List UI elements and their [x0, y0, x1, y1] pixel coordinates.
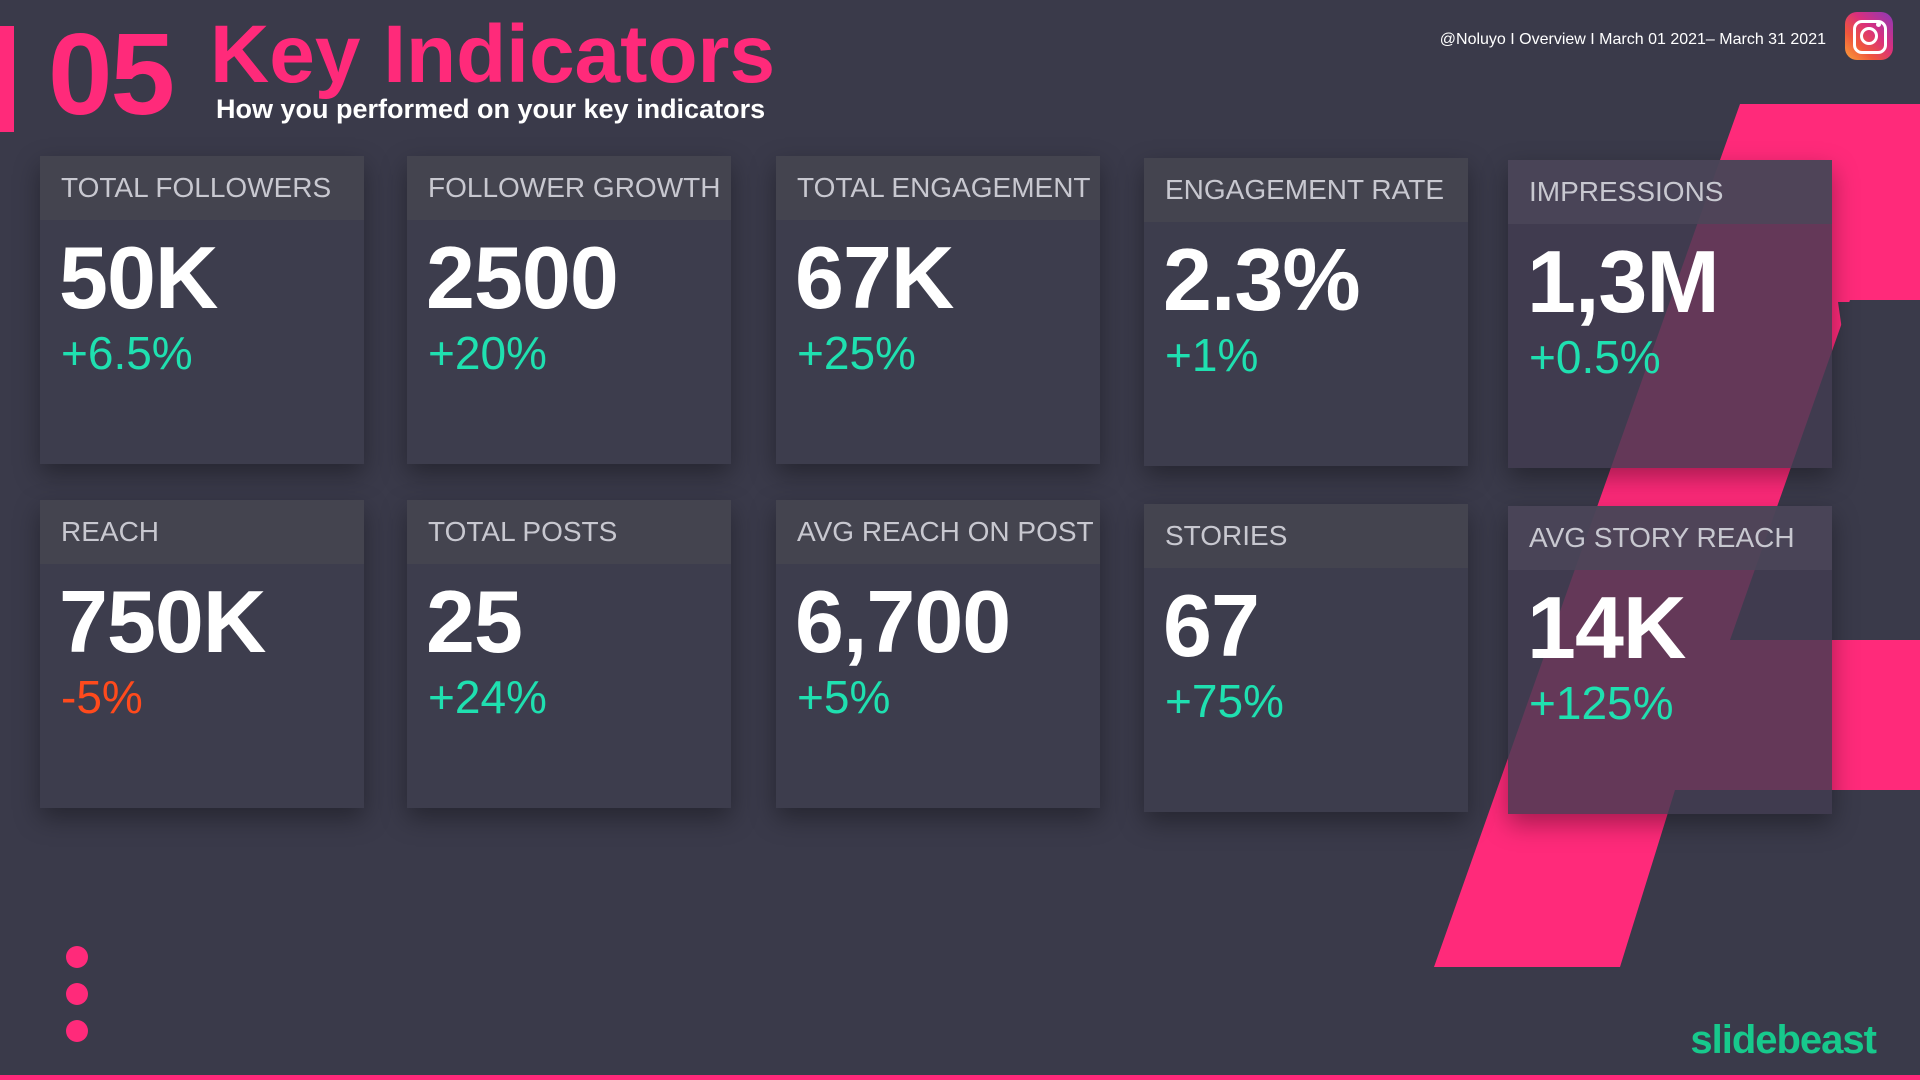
- metric-card-header: [1144, 504, 1468, 568]
- metric-label: REACH: [61, 516, 160, 547]
- metric-card-avg-reach-on-post: AVG REACH ON POST 6,700 +5%: [776, 500, 1100, 808]
- footer-accent-line: [0, 1075, 1920, 1080]
- instagram-icon: [1845, 12, 1893, 60]
- section-number: 05: [48, 9, 175, 139]
- metric-change: +20%: [428, 327, 547, 379]
- page-subtitle: How you performed on your key indicators: [216, 94, 766, 124]
- metric-label: IMPRESSIONS: [1529, 176, 1724, 207]
- page-title: Key Indicators: [210, 9, 776, 100]
- more-options-icon[interactable]: [66, 946, 88, 1057]
- metric-card-follower-growth: FOLLOWER GROWTH 2500 +20%: [407, 156, 731, 464]
- metric-value: 25: [426, 572, 523, 671]
- metric-label: ENGAGEMENT RATE: [1165, 174, 1445, 205]
- metric-card-header: [40, 500, 364, 564]
- metric-label: TOTAL ENGAGEMENT: [797, 172, 1091, 203]
- metric-change: -5%: [61, 671, 143, 723]
- metric-change: +125%: [1529, 677, 1674, 729]
- metric-value: 67: [1163, 576, 1260, 675]
- metric-card-impressions: IMPRESSIONS 1,3M +0.5%: [1508, 160, 1832, 468]
- metric-label: TOTAL FOLLOWERS: [61, 172, 332, 203]
- metric-label: TOTAL POSTS: [428, 516, 618, 547]
- metric-card-header: [407, 500, 731, 564]
- metric-label: AVG STORY REACH: [1529, 522, 1795, 553]
- metric-value: 6,700: [795, 572, 1011, 671]
- metric-value: 67K: [795, 228, 954, 327]
- metric-label: FOLLOWER GROWTH: [428, 172, 721, 203]
- header-accent-bar: [0, 26, 14, 132]
- metric-card-header: [40, 156, 364, 220]
- metric-card-header: [407, 156, 731, 220]
- metric-value: 14K: [1527, 578, 1686, 677]
- metric-value: 750K: [59, 572, 266, 671]
- metric-label: AVG REACH ON POST: [797, 516, 1094, 547]
- metric-card-header: [776, 156, 1100, 220]
- metric-value: 50K: [59, 228, 218, 327]
- metric-change: +0.5%: [1529, 331, 1661, 383]
- metric-card-total-engagement: TOTAL ENGAGEMENT 67K +25%: [776, 156, 1100, 464]
- dot: [66, 983, 88, 1005]
- metric-change: +24%: [428, 671, 547, 723]
- metric-value: 1,3M: [1527, 232, 1720, 331]
- metric-change: +25%: [797, 327, 916, 379]
- metric-card-reach: REACH 750K -5%: [40, 500, 364, 808]
- metric-change: +75%: [1165, 675, 1284, 727]
- brand-logo: slidebeast: [1690, 1018, 1877, 1062]
- metric-card-header: [1508, 160, 1832, 224]
- metric-change: +6.5%: [61, 327, 193, 379]
- metric-card-header: [776, 500, 1100, 564]
- metric-change: +5%: [797, 671, 891, 723]
- metric-card-avg-story-reach: AVG STORY REACH 14K +125%: [1508, 506, 1832, 814]
- dot: [66, 1020, 88, 1042]
- report-meta: @Noluyo I Overview I March 01 2021– Marc…: [1439, 31, 1826, 48]
- metric-card-total-followers: TOTAL FOLLOWERS 50K +6.5%: [40, 156, 364, 464]
- metric-card-header: [1144, 158, 1468, 222]
- metric-value: 2.3%: [1163, 230, 1361, 329]
- metric-card-stories: STORIES 67 +75%: [1144, 504, 1468, 812]
- metric-value: 2500: [426, 228, 619, 327]
- metric-card-total-posts: TOTAL POSTS 25 +24%: [407, 500, 731, 808]
- metric-card-header: [1508, 506, 1832, 570]
- dot: [66, 946, 88, 968]
- metric-label: STORIES: [1165, 520, 1288, 551]
- metric-card-engagement-rate: ENGAGEMENT RATE 2.3% +1%: [1144, 158, 1468, 466]
- metric-change: +1%: [1165, 329, 1259, 381]
